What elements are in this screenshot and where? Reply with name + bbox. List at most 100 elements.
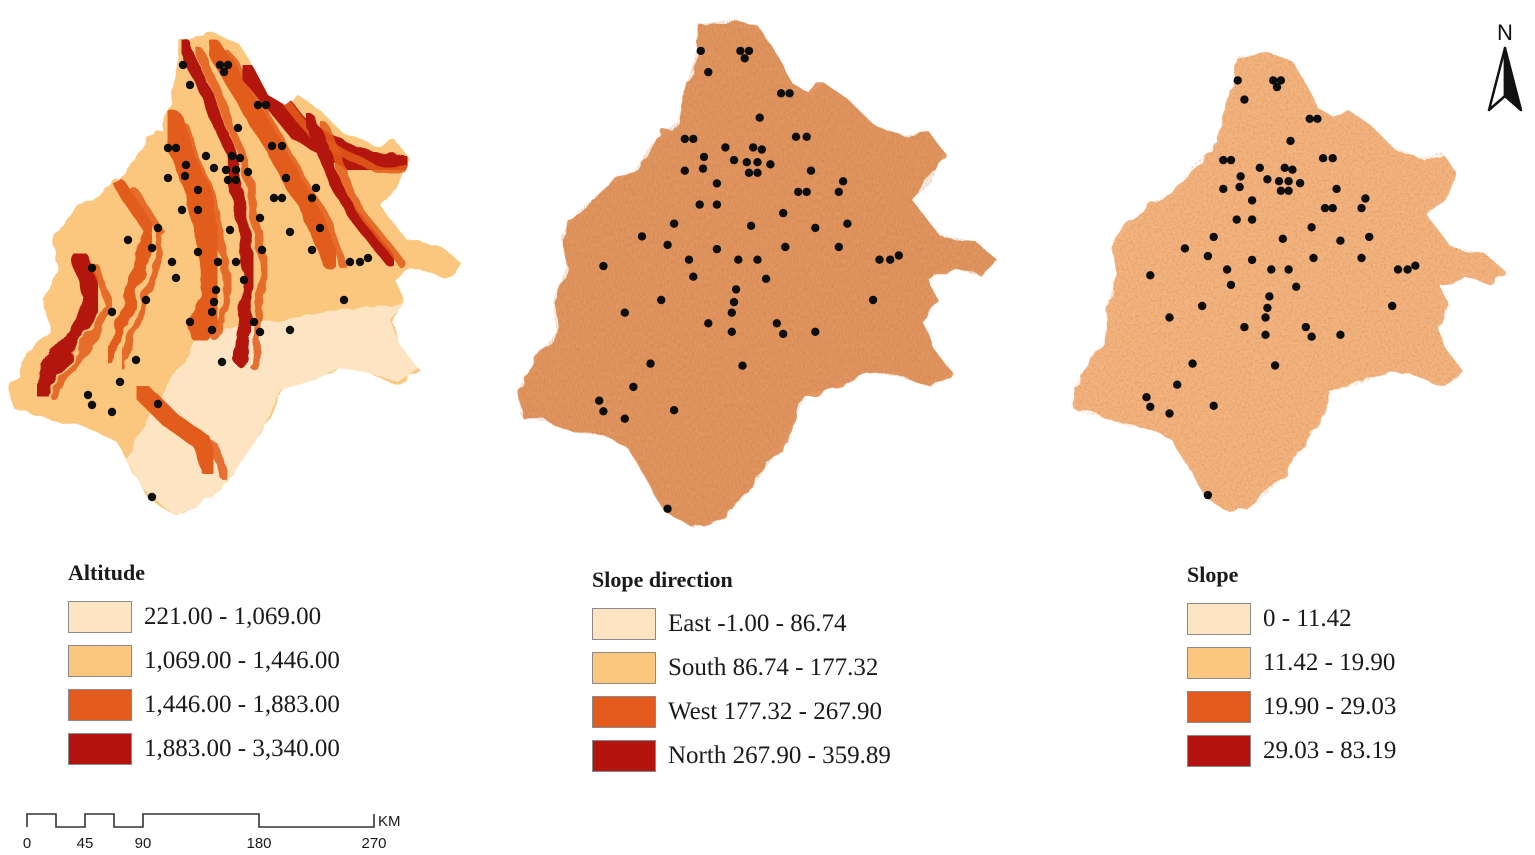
sample-point <box>185 80 195 90</box>
sample-point <box>1318 154 1328 163</box>
sample-point <box>753 158 762 167</box>
sample-point <box>1357 253 1366 263</box>
sample-point <box>163 143 173 153</box>
sample-point <box>599 261 608 271</box>
sample-point <box>894 251 903 260</box>
sample-point <box>766 160 775 169</box>
scale-tick-label: 0 <box>23 835 31 852</box>
sample-point <box>755 113 764 122</box>
sample-point <box>153 399 163 409</box>
sample-point <box>680 166 689 175</box>
legend-label: West 177.32 - 267.90 <box>668 698 882 725</box>
sample-point <box>1203 490 1213 500</box>
legend-item: North 267.90 - 359.89 <box>592 739 891 773</box>
sample-point <box>180 171 190 181</box>
sample-point <box>1280 163 1289 172</box>
sample-point <box>221 165 231 175</box>
sample-point <box>1274 177 1284 186</box>
legend-title: Altitude <box>68 560 145 585</box>
sample-point <box>663 240 672 250</box>
sample-point <box>1403 265 1412 274</box>
scale-unit-label: KM <box>378 813 401 830</box>
sample-point <box>646 359 655 368</box>
sample-point <box>843 219 852 228</box>
sample-point <box>115 377 125 387</box>
sample-point <box>1332 184 1341 194</box>
sample-point <box>1226 280 1236 290</box>
sample-point <box>785 89 794 98</box>
sample-point <box>147 243 157 253</box>
legend-swatch <box>68 645 132 677</box>
sample-point <box>731 285 741 294</box>
sample-point <box>1305 114 1314 124</box>
sample-point <box>171 143 181 153</box>
sample-point <box>1255 163 1265 172</box>
altitude-map <box>12 35 460 515</box>
sample-point <box>1336 236 1345 245</box>
sample-point <box>345 257 355 267</box>
sample-point <box>207 325 217 335</box>
sample-point <box>223 60 233 70</box>
sample-point <box>599 407 608 416</box>
sample-point <box>738 361 747 370</box>
sample-point <box>277 193 287 203</box>
sample-point <box>181 160 191 170</box>
sample-point <box>243 167 253 177</box>
sample-point <box>1320 203 1330 213</box>
sample-point <box>285 325 295 335</box>
legend-label: 0 - 11.42 <box>1263 605 1352 632</box>
sample-point <box>1188 359 1197 368</box>
north-arrow-icon: N <box>1487 20 1523 112</box>
altitude-legend: Altitude 221.00 - 1,069.00 1,069.00 - 1,… <box>68 560 340 776</box>
sample-point <box>215 60 225 70</box>
sample-point <box>1328 203 1337 213</box>
map-panels <box>12 19 1504 528</box>
sample-point <box>201 151 211 161</box>
sample-point <box>875 255 884 264</box>
sample-point <box>253 100 263 110</box>
sample-point <box>1222 265 1232 274</box>
legend-swatch <box>592 696 656 728</box>
sample-point <box>1388 301 1397 311</box>
legend-item: 11.42 - 19.90 <box>1187 646 1396 680</box>
sample-point <box>213 257 223 267</box>
legend-swatch <box>592 608 656 640</box>
slope-direction-texture <box>517 19 998 528</box>
sample-point <box>193 205 203 215</box>
legend-swatch <box>1187 603 1251 635</box>
sample-point <box>1240 95 1249 104</box>
sample-point <box>267 141 277 151</box>
sample-point <box>185 317 195 327</box>
sample-point <box>1284 265 1293 274</box>
sample-point <box>727 327 736 336</box>
sample-point <box>311 183 321 193</box>
legend-label: 1,883.00 - 3,340.00 <box>144 735 340 762</box>
sample-point <box>307 245 317 255</box>
sample-point <box>107 407 117 417</box>
sample-point <box>1270 361 1280 370</box>
legend-item: East -1.00 - 86.74 <box>592 607 891 641</box>
legend-label: East -1.00 - 86.74 <box>668 610 847 637</box>
sample-point <box>1240 322 1249 332</box>
sample-point <box>211 285 221 295</box>
sample-point <box>1361 194 1370 203</box>
sample-point <box>1236 172 1245 181</box>
sample-point <box>1276 186 1286 195</box>
legend-item: 19.90 - 29.03 <box>1187 690 1396 724</box>
sample-point <box>231 257 241 267</box>
sample-point <box>1219 155 1228 165</box>
sample-point <box>239 275 249 285</box>
sample-point <box>1309 253 1318 263</box>
sample-point <box>811 327 820 336</box>
sample-point <box>107 307 117 317</box>
sample-point <box>1278 234 1288 243</box>
sample-point <box>712 179 722 188</box>
sample-point <box>1307 223 1316 232</box>
legend-swatch <box>1187 647 1251 679</box>
sample-point <box>1209 401 1218 410</box>
sample-point <box>734 255 743 264</box>
sample-point <box>1180 244 1190 253</box>
sample-point <box>746 221 756 230</box>
sample-point <box>806 166 816 175</box>
sample-point <box>696 46 705 56</box>
